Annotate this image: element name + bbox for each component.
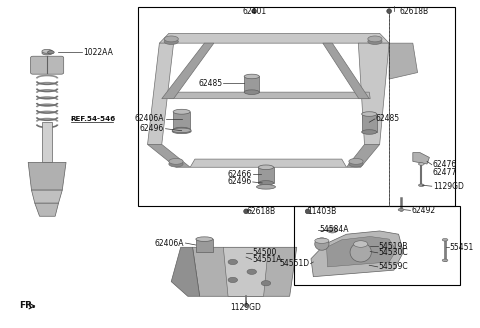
Text: 54519B: 54519B — [379, 242, 408, 251]
Polygon shape — [389, 43, 418, 79]
Text: 62485: 62485 — [198, 78, 222, 88]
Text: 62496: 62496 — [140, 124, 164, 133]
Ellipse shape — [173, 127, 190, 132]
Ellipse shape — [252, 9, 256, 13]
Ellipse shape — [169, 158, 183, 164]
Ellipse shape — [368, 36, 382, 42]
Ellipse shape — [228, 277, 238, 282]
Text: 62496: 62496 — [228, 177, 252, 186]
Ellipse shape — [361, 112, 377, 116]
Text: 62618B: 62618B — [399, 7, 429, 16]
Polygon shape — [223, 247, 268, 296]
Text: 62401: 62401 — [242, 7, 266, 16]
Bar — [196, 239, 213, 252]
Ellipse shape — [169, 161, 183, 167]
Bar — [173, 112, 190, 130]
Polygon shape — [359, 43, 389, 144]
Text: 62485: 62485 — [376, 114, 400, 123]
Text: 62618B: 62618B — [246, 207, 275, 216]
Ellipse shape — [419, 184, 424, 187]
Ellipse shape — [315, 238, 329, 243]
Ellipse shape — [442, 259, 448, 262]
Polygon shape — [192, 247, 297, 296]
Text: REF.54-546: REF.54-546 — [71, 116, 116, 122]
Ellipse shape — [387, 9, 392, 13]
Polygon shape — [159, 33, 389, 43]
Ellipse shape — [172, 129, 191, 133]
Polygon shape — [323, 43, 369, 99]
Text: 54559C: 54559C — [379, 262, 408, 271]
Ellipse shape — [48, 51, 54, 54]
Text: 62477: 62477 — [432, 168, 457, 177]
Ellipse shape — [349, 158, 363, 164]
Text: 11403B: 11403B — [308, 207, 337, 216]
Ellipse shape — [164, 36, 179, 42]
Ellipse shape — [305, 209, 310, 214]
Polygon shape — [162, 43, 214, 99]
Ellipse shape — [256, 185, 276, 189]
Polygon shape — [311, 231, 403, 277]
Ellipse shape — [258, 165, 274, 170]
Polygon shape — [147, 144, 190, 167]
Polygon shape — [171, 247, 200, 296]
Ellipse shape — [442, 238, 448, 241]
Ellipse shape — [228, 259, 238, 265]
Bar — [258, 167, 274, 183]
Text: 55451: 55451 — [450, 243, 474, 252]
Polygon shape — [347, 144, 380, 167]
Text: FR.: FR. — [19, 300, 35, 310]
Polygon shape — [190, 159, 347, 167]
Ellipse shape — [243, 304, 249, 306]
Text: 54500: 54500 — [252, 248, 277, 257]
Bar — [294, 206, 460, 285]
Text: 62492: 62492 — [412, 206, 436, 215]
Bar — [244, 76, 259, 92]
Polygon shape — [147, 43, 174, 144]
Text: 54530C: 54530C — [379, 248, 408, 257]
Ellipse shape — [244, 74, 259, 79]
Ellipse shape — [349, 161, 363, 167]
Text: 54551A: 54551A — [252, 255, 282, 264]
Bar — [361, 114, 377, 132]
FancyBboxPatch shape — [31, 56, 64, 74]
Ellipse shape — [398, 208, 404, 211]
Text: 1129GD: 1129GD — [432, 182, 464, 191]
Ellipse shape — [315, 238, 329, 250]
Ellipse shape — [164, 39, 179, 45]
Ellipse shape — [327, 227, 337, 233]
Ellipse shape — [354, 241, 368, 247]
Bar — [42, 122, 52, 162]
Polygon shape — [35, 203, 59, 216]
Text: 62406A: 62406A — [134, 114, 164, 123]
Ellipse shape — [244, 209, 249, 214]
Polygon shape — [326, 236, 396, 267]
Ellipse shape — [419, 163, 424, 165]
Ellipse shape — [261, 280, 271, 286]
Polygon shape — [169, 92, 370, 99]
Ellipse shape — [172, 128, 191, 133]
Text: 62406A: 62406A — [155, 238, 184, 248]
Ellipse shape — [368, 39, 382, 45]
Text: 62466: 62466 — [228, 170, 252, 179]
Bar — [138, 7, 456, 206]
Text: 62476: 62476 — [432, 160, 457, 169]
Ellipse shape — [173, 109, 190, 114]
Polygon shape — [413, 153, 430, 164]
Ellipse shape — [258, 181, 274, 185]
Ellipse shape — [42, 51, 52, 55]
Ellipse shape — [361, 130, 377, 134]
Text: 1022AA: 1022AA — [84, 48, 113, 57]
Ellipse shape — [350, 242, 372, 262]
Ellipse shape — [42, 49, 52, 53]
Text: 54551D: 54551D — [279, 259, 310, 268]
Text: 1129GD: 1129GD — [230, 302, 262, 312]
Polygon shape — [28, 162, 66, 190]
Ellipse shape — [247, 269, 256, 275]
Polygon shape — [32, 190, 62, 203]
Ellipse shape — [196, 237, 213, 241]
Ellipse shape — [244, 90, 259, 94]
Text: 54584A: 54584A — [319, 225, 348, 235]
